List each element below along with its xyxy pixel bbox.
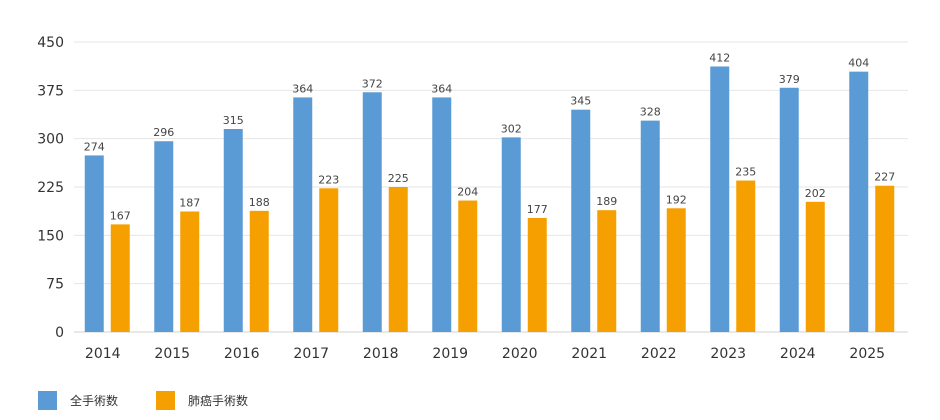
- legend-label: 全手術数: [70, 393, 118, 408]
- x-tick-label: 2016: [224, 346, 260, 362]
- x-tick-label: 2018: [363, 346, 399, 362]
- bar-total-2023: [710, 66, 730, 332]
- data-label: 302: [501, 122, 522, 135]
- data-label: 188: [249, 196, 270, 209]
- bar-total-2020: [501, 137, 521, 332]
- bar-lung-2018: [388, 187, 408, 332]
- x-tick-label: 2015: [154, 346, 190, 362]
- bars: [84, 66, 895, 333]
- data-label: 189: [596, 195, 617, 208]
- data-label: 379: [779, 73, 800, 86]
- bar-lung-2022: [666, 208, 686, 332]
- y-tick-label: 450: [37, 35, 64, 51]
- bar-total-2017: [293, 97, 313, 332]
- bar-total-2015: [154, 141, 174, 332]
- bar-lung-2017: [319, 188, 339, 332]
- legend-label: 肺癌手術数: [188, 393, 248, 408]
- bar-total-2021: [571, 109, 591, 333]
- bar-total-2024: [779, 87, 799, 332]
- bar-lung-2023: [736, 180, 756, 332]
- data-label: 177: [527, 203, 548, 216]
- x-tick-label: 2024: [780, 346, 816, 362]
- data-label: 235: [735, 166, 756, 179]
- y-tick-label: 300: [37, 132, 64, 148]
- x-tick-label: 2023: [710, 346, 746, 362]
- x-tick-label: 2019: [432, 346, 468, 362]
- data-labels: 274 296 315 364 372 364 302 345 328 412 379 404 167 1…: [84, 51, 896, 222]
- legend-swatch: [38, 391, 57, 410]
- data-label: 204: [457, 186, 478, 199]
- bar-lung-2020: [527, 217, 547, 332]
- y-tick-label: 150: [37, 228, 64, 244]
- bar-total-2019: [432, 97, 452, 332]
- bar-lung-2021: [597, 210, 617, 332]
- data-label: 225: [388, 172, 409, 185]
- data-label: 412: [709, 51, 730, 64]
- bar-total-2018: [362, 92, 382, 333]
- bar-lung-2025: [875, 185, 895, 332]
- x-tick-label: 2014: [85, 346, 121, 362]
- bar-total-2025: [849, 71, 869, 333]
- data-label: 372: [362, 77, 383, 90]
- x-tick-label: 2025: [849, 346, 885, 362]
- bar-total-2014: [84, 155, 104, 332]
- bar-lung-2024: [805, 201, 825, 332]
- x-tick-label: 2022: [641, 346, 677, 362]
- y-tick-label: 225: [37, 180, 64, 196]
- data-label: 296: [153, 126, 174, 139]
- y-tick-label: 0: [55, 325, 64, 341]
- data-label: 328: [640, 106, 661, 119]
- bar-total-2022: [640, 120, 660, 332]
- legend: 全手術数 肺癌手術数: [38, 391, 248, 410]
- x-axis: 2014 2015 2016 2017 2018 2019 2020 2021 2022 2023…: [85, 346, 885, 362]
- data-label: 167: [110, 209, 131, 222]
- legend-item-total[interactable]: 全手術数: [38, 391, 118, 410]
- data-label: 187: [179, 196, 200, 209]
- data-label: 404: [848, 57, 869, 70]
- data-label: 364: [431, 82, 452, 95]
- data-label: 345: [570, 95, 591, 108]
- y-tick-label: 75: [46, 277, 64, 293]
- bar-lung-2016: [249, 210, 269, 332]
- bar-lung-2014: [110, 224, 130, 332]
- data-label: 227: [874, 171, 895, 184]
- x-tick-label: 2017: [293, 346, 329, 362]
- y-axis: 0 75 150 225 300 375 450: [37, 35, 64, 341]
- data-label: 315: [223, 114, 244, 127]
- data-label: 192: [666, 193, 687, 206]
- grid-lines: [74, 41, 908, 333]
- legend-item-lung[interactable]: 肺癌手術数: [156, 391, 248, 410]
- bar-total-2016: [223, 129, 243, 332]
- data-label: 202: [805, 187, 826, 200]
- x-tick-label: 2020: [502, 346, 538, 362]
- bar-lung-2019: [458, 200, 478, 332]
- data-label: 364: [292, 82, 313, 95]
- x-tick-label: 2021: [571, 346, 607, 362]
- data-label: 274: [84, 140, 105, 153]
- legend-swatch: [156, 391, 175, 410]
- y-tick-label: 375: [37, 83, 64, 99]
- bar-lung-2015: [180, 211, 200, 332]
- data-label: 223: [318, 173, 339, 186]
